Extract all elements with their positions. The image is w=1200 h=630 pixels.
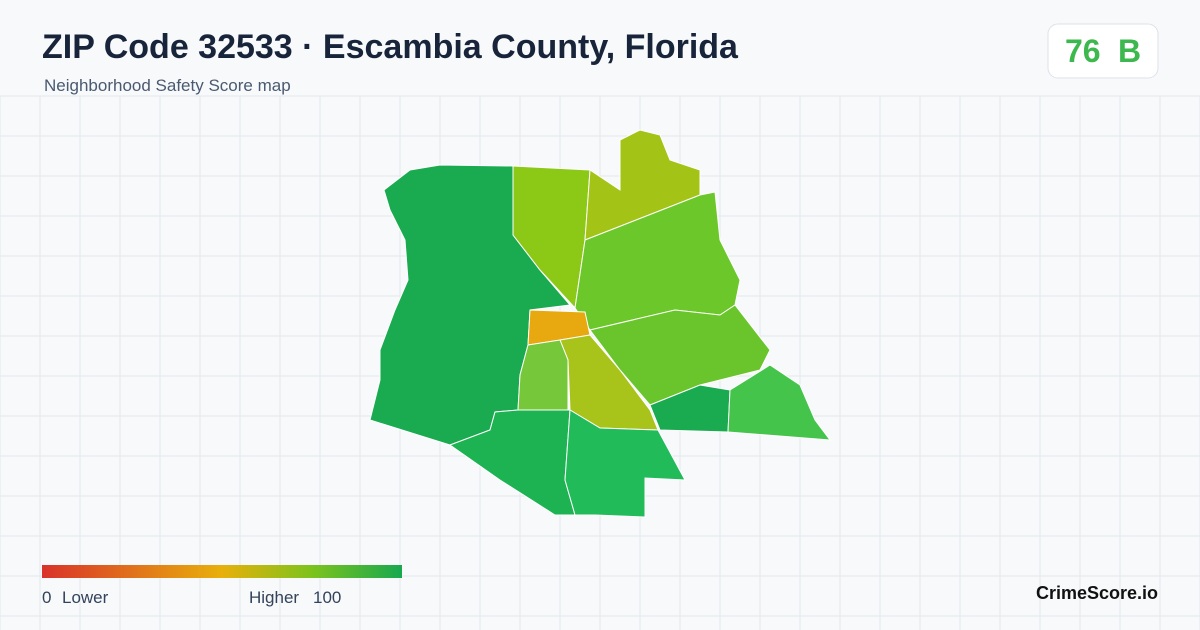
score-box (1047, 23, 1159, 79)
title: ZIP Code 32533 · Escambia County, Florid… (42, 28, 739, 66)
brand: CrimeScore.io (1036, 583, 1158, 603)
area (564, 409, 686, 518)
score-grade: B (1118, 33, 1141, 69)
legend-gradient (42, 565, 402, 578)
area (589, 304, 771, 406)
legend-max-label: Higher (249, 588, 299, 607)
area (727, 364, 832, 441)
score-value: 76 (1065, 33, 1101, 69)
legend-max: 100 (313, 588, 341, 607)
legend-min: 0 (42, 588, 51, 607)
legend-min-label: Lower (62, 588, 109, 607)
zip-map (369, 129, 832, 518)
subtitle: Neighborhood Safety Score map (44, 76, 291, 95)
